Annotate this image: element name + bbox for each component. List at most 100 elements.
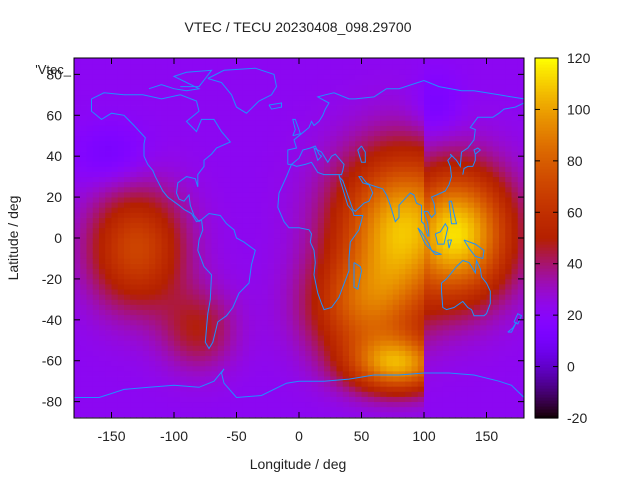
heatmap-cell — [299, 140, 306, 147]
heatmap-cell — [155, 115, 162, 121]
heatmap-cell — [105, 140, 112, 147]
heatmap-cell — [374, 59, 381, 65]
heatmap-cell — [142, 64, 150, 70]
heatmap-cell — [224, 278, 231, 285]
heatmap-cell — [236, 69, 244, 75]
heatmap-cell — [486, 345, 494, 351]
heatmap-cell — [361, 314, 369, 321]
heatmap-cell — [430, 284, 437, 290]
heatmap-cell — [442, 324, 450, 331]
heatmap-cell — [411, 258, 419, 264]
heatmap-cell — [355, 248, 362, 254]
heatmap-cell — [392, 99, 400, 106]
heatmap-cell — [436, 222, 444, 229]
heatmap-cell — [442, 207, 450, 213]
heatmap-cell — [105, 299, 112, 305]
heatmap-cell — [149, 105, 156, 111]
heatmap-cell — [317, 278, 325, 285]
heatmap-cell — [374, 319, 381, 326]
heatmap-cell — [461, 197, 469, 203]
heatmap-cell — [167, 181, 175, 188]
heatmap-cell — [167, 145, 175, 152]
heatmap-cell — [80, 258, 87, 264]
heatmap-cell — [161, 115, 169, 121]
heatmap-cell — [449, 171, 456, 178]
heatmap-cell — [486, 59, 494, 65]
heatmap-cell — [411, 376, 419, 382]
heatmap-cell — [299, 304, 306, 310]
heatmap-cell — [130, 156, 137, 162]
heatmap-cell — [92, 94, 100, 101]
heatmap-cell — [474, 58, 481, 60]
heatmap-cell — [111, 217, 119, 224]
heatmap-cell — [130, 140, 137, 147]
heatmap-cell — [380, 396, 387, 403]
heatmap-cell — [461, 217, 469, 224]
heatmap-cell — [467, 401, 475, 408]
heatmap-cell — [261, 258, 269, 264]
heatmap-cell — [442, 335, 450, 341]
heatmap-cell — [149, 186, 156, 193]
heatmap-cell — [305, 335, 312, 341]
heatmap-cell — [236, 324, 244, 331]
heatmap-cell — [505, 145, 512, 152]
heatmap-cell — [499, 171, 506, 178]
heatmap-cell — [180, 232, 187, 239]
heatmap-cell — [211, 125, 219, 132]
heatmap-cell — [374, 324, 381, 331]
heatmap-cell — [199, 120, 206, 126]
heatmap-cell — [149, 289, 156, 295]
heatmap-cell — [267, 248, 275, 254]
heatmap-cell — [367, 207, 375, 213]
heatmap-cell — [111, 381, 119, 387]
heatmap-cell — [261, 59, 269, 65]
heatmap-cell — [136, 197, 144, 203]
heatmap-cell — [80, 212, 87, 218]
heatmap-cell — [474, 130, 481, 137]
heatmap-cell — [349, 248, 356, 254]
heatmap-cell — [74, 125, 81, 132]
heatmap-cell — [474, 120, 481, 126]
heatmap-cell — [261, 64, 269, 70]
heatmap-cell — [511, 335, 519, 341]
heatmap-cell — [192, 58, 200, 60]
heatmap-cell — [430, 278, 437, 285]
heatmap-cell — [374, 105, 381, 111]
heatmap-cell — [492, 335, 500, 341]
heatmap-cell — [74, 105, 81, 111]
heatmap-cell — [330, 140, 337, 147]
heatmap-cell — [136, 156, 144, 162]
heatmap-cell — [461, 340, 469, 346]
heatmap-cell — [274, 365, 281, 372]
heatmap-cell — [280, 273, 287, 280]
heatmap-cell — [74, 69, 81, 75]
heatmap-cell — [267, 411, 275, 418]
heatmap-cell — [411, 238, 419, 244]
heatmap-cell — [174, 130, 181, 137]
heatmap-cell — [430, 145, 437, 152]
heatmap-cell — [386, 222, 394, 229]
heatmap-cell — [186, 176, 194, 183]
heatmap-cell — [305, 227, 312, 234]
heatmap-cell — [342, 243, 350, 249]
heatmap-cell — [455, 115, 462, 121]
heatmap-cell — [74, 171, 81, 178]
heatmap-cell — [349, 89, 356, 96]
heatmap-cell — [99, 345, 106, 351]
heatmap-cell — [105, 89, 112, 96]
heatmap-cell — [117, 360, 125, 367]
heatmap-cell — [274, 156, 281, 162]
heatmap-cell — [136, 64, 144, 70]
heatmap-cell — [111, 350, 119, 357]
heatmap-cell — [424, 406, 431, 413]
heatmap-cell — [124, 69, 131, 75]
heatmap-cell — [467, 84, 475, 91]
heatmap-cell — [361, 360, 369, 367]
heatmap-cell — [317, 99, 325, 106]
heatmap-cell — [111, 176, 119, 183]
heatmap-cell — [180, 161, 187, 167]
heatmap-cell — [336, 243, 344, 249]
heatmap-cell — [280, 340, 287, 346]
heatmap-cell — [361, 191, 369, 198]
heatmap-cell — [486, 314, 494, 321]
